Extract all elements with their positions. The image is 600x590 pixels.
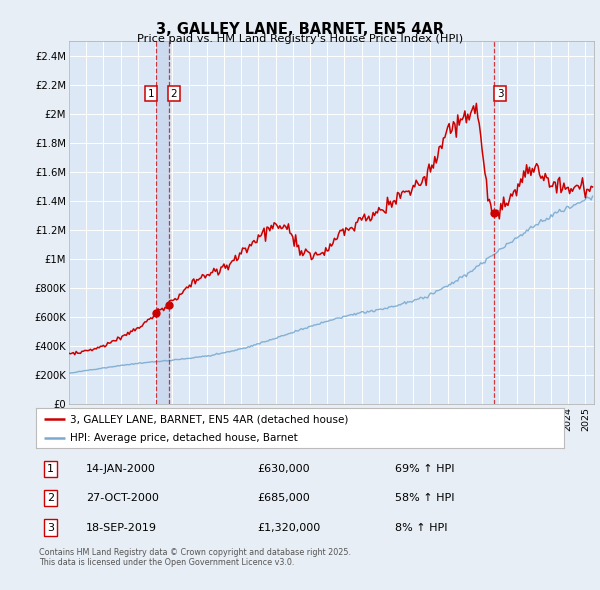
Text: £685,000: £685,000: [258, 493, 311, 503]
Text: 3: 3: [497, 88, 503, 99]
Text: 3, GALLEY LANE, BARNET, EN5 4AR (detached house): 3, GALLEY LANE, BARNET, EN5 4AR (detache…: [70, 414, 349, 424]
Text: 2: 2: [47, 493, 55, 503]
Text: 58% ↑ HPI: 58% ↑ HPI: [395, 493, 455, 503]
Text: HPI: Average price, detached house, Barnet: HPI: Average price, detached house, Barn…: [70, 432, 298, 442]
Text: 14-JAN-2000: 14-JAN-2000: [86, 464, 156, 474]
Text: 1: 1: [148, 88, 154, 99]
Text: 8% ↑ HPI: 8% ↑ HPI: [395, 523, 448, 533]
Text: 27-OCT-2000: 27-OCT-2000: [86, 493, 159, 503]
Text: 69% ↑ HPI: 69% ↑ HPI: [395, 464, 455, 474]
Text: Contains HM Land Registry data © Crown copyright and database right 2025.
This d: Contains HM Land Registry data © Crown c…: [39, 548, 351, 567]
Bar: [156, 41, 169, 404]
Text: £1,320,000: £1,320,000: [258, 523, 321, 533]
Text: 2: 2: [171, 88, 178, 99]
Text: 18-SEP-2019: 18-SEP-2019: [86, 523, 157, 533]
Text: £630,000: £630,000: [258, 464, 310, 474]
Text: 3: 3: [47, 523, 54, 533]
Text: 3, GALLEY LANE, BARNET, EN5 4AR: 3, GALLEY LANE, BARNET, EN5 4AR: [156, 22, 444, 37]
Text: Price paid vs. HM Land Registry's House Price Index (HPI): Price paid vs. HM Land Registry's House …: [137, 34, 463, 44]
Text: 1: 1: [47, 464, 54, 474]
